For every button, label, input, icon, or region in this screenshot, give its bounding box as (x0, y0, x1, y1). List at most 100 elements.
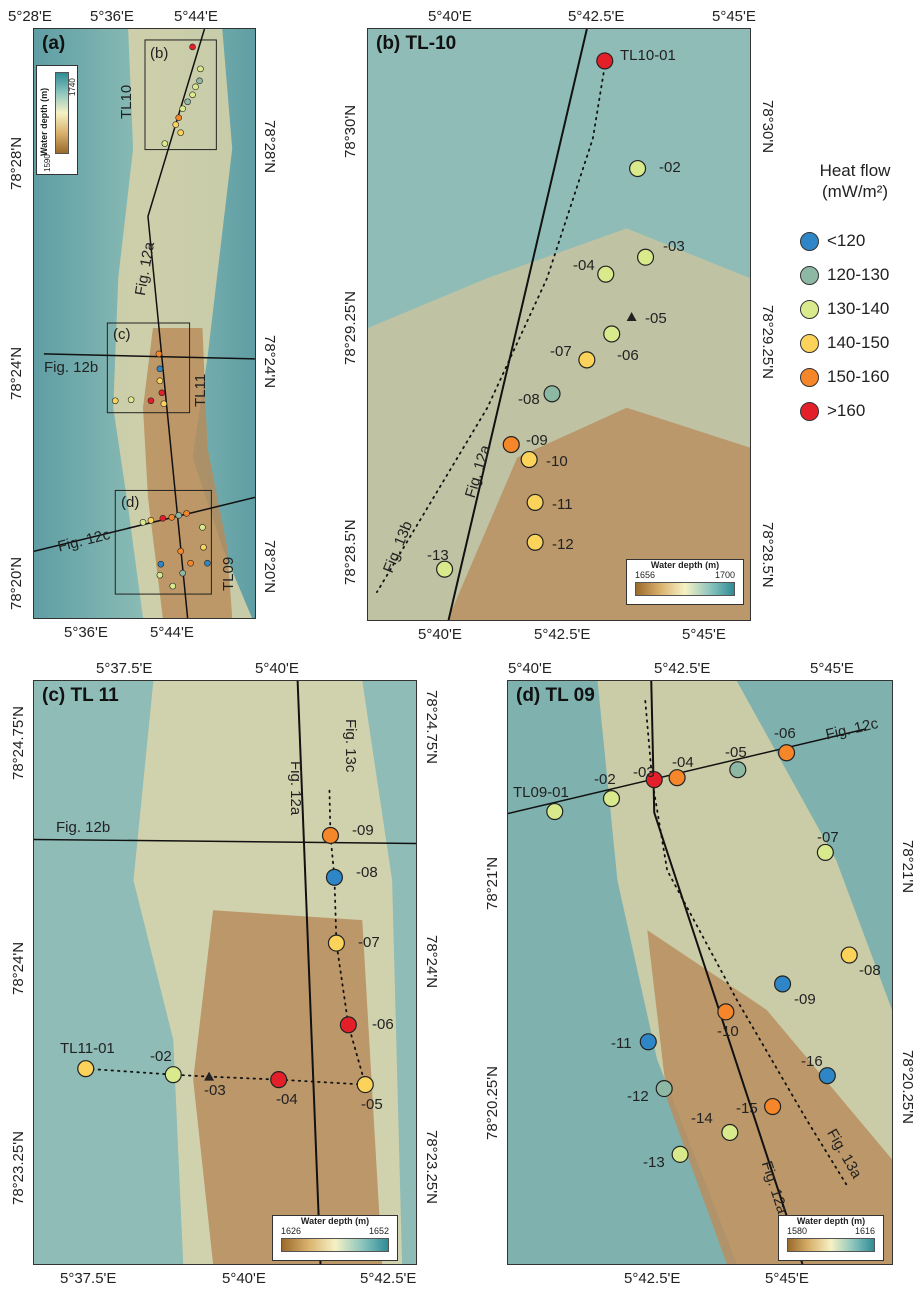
overview-station-marker (147, 397, 155, 405)
station-label: -07 (817, 829, 839, 846)
overview-station-marker (156, 571, 164, 579)
station-label: -07 (358, 934, 380, 951)
station-label: -04 (276, 1091, 298, 1108)
heat-flow-legend: Heat flow (mW/m²) <120 120-130 130-140 140-… (800, 160, 910, 428)
station-marker (597, 265, 615, 283)
b-left-tick-3: 78°28.5'N (342, 519, 359, 585)
station-marker (645, 771, 663, 789)
legend-label: 120-130 (827, 265, 890, 284)
b-bottom-tick-3: 5°45'E (682, 626, 726, 643)
b-depth-max: 1700 (714, 570, 735, 580)
station-marker (321, 826, 340, 845)
station-label: -05 (725, 744, 747, 761)
legend-swatch (800, 333, 819, 353)
overview-station-marker (189, 43, 196, 51)
overview-station-marker (168, 514, 176, 521)
overview-station-marker (159, 515, 167, 522)
d-bottom-tick-2: 5°45'E (765, 1270, 809, 1287)
a-bottom-tick-1: 5°36'E (64, 624, 108, 641)
line-label-fig12b: Fig. 12b (44, 359, 99, 376)
d-right-tick-1: 78°21'N (899, 840, 916, 894)
panel-a-depth-legend: Water depth (m) 1740 1590 (36, 65, 78, 175)
legend-swatch (800, 265, 819, 285)
station-label: -13 (427, 547, 449, 564)
overview-station-marker (177, 129, 184, 136)
station-label: -14 (691, 1110, 713, 1127)
overview-station-marker (175, 512, 182, 519)
station-marker (339, 1016, 357, 1034)
station-label: -13 (643, 1154, 665, 1171)
legend-label: 150-160 (827, 367, 890, 386)
panel-c-title: (c) TL 11 (42, 685, 119, 706)
b-top-tick-3: 5°45'E (712, 8, 756, 25)
c-depth-min: 1626 (281, 1226, 302, 1236)
panel-b-title: (b) TL-10 (376, 33, 457, 54)
station-marker (629, 159, 647, 178)
station-marker (596, 52, 614, 70)
legend-row: 120-130 (800, 258, 910, 292)
line-label-tl11: TL11 (192, 373, 209, 407)
b-left-tick-2: 78°29.25'N (342, 291, 359, 365)
c-left-tick-3: 78°23.25'N (10, 1131, 27, 1205)
overview-station-marker (160, 400, 168, 408)
overview-station-marker (157, 560, 165, 568)
overview-station-marker (177, 547, 184, 555)
station-label: -06 (372, 1016, 394, 1033)
panel-c-depth-legend: Water depth (m) 1626 1652 (272, 1215, 398, 1261)
station-label: TL10-01 (620, 47, 676, 64)
station-marker (816, 843, 834, 861)
line-label-tl09: TL09 (220, 556, 237, 591)
legend-row: 130-140 (800, 292, 910, 326)
overview-station-marker (183, 510, 190, 517)
overview-station-marker (169, 582, 177, 590)
c-top-tick-2: 5°40'E (255, 660, 299, 677)
station-label: -02 (150, 1048, 172, 1065)
station-label: -03 (663, 238, 685, 255)
c-line-label-fig13c: Fig. 13c (342, 719, 359, 773)
a-right-tick-2: 78°24'N (261, 335, 278, 389)
legend-row: 150-160 (800, 360, 910, 394)
legend-label: 140-150 (827, 333, 890, 352)
legend-row: >160 (800, 394, 910, 428)
station-marker (578, 351, 596, 369)
c-bottom-tick-2: 5°40'E (222, 1270, 266, 1287)
station-marker (668, 769, 686, 787)
legend-swatch (800, 367, 819, 387)
b-bottom-tick-2: 5°42.5'E (534, 626, 591, 643)
b-bottom-tick-1: 5°40'E (418, 626, 462, 643)
overview-station-marker (155, 350, 163, 358)
d-top-tick-2: 5°42.5'E (654, 660, 711, 677)
station-marker (764, 1097, 782, 1116)
station-marker (626, 312, 637, 322)
c-bottom-tick-1: 5°37.5'E (60, 1270, 117, 1287)
panel-a-depth-min: 1590 (43, 154, 52, 172)
panel-b-bathymetry (368, 29, 750, 620)
station-marker (502, 436, 520, 454)
station-marker (356, 1076, 374, 1094)
overview-station-marker (204, 559, 211, 567)
c-right-tick-3: 78°23.25'N (423, 1130, 440, 1204)
c-depth-title: Water depth (m) (300, 1216, 370, 1226)
overview-station-marker (179, 569, 186, 577)
overview-station-marker (179, 105, 186, 113)
c-bottom-tick-3: 5°42.5'E (360, 1270, 417, 1287)
c-line-label-fig12b: Fig. 12b (56, 819, 111, 836)
station-marker (327, 934, 345, 952)
station-marker (270, 1071, 288, 1089)
line-label-tl10: TL10 (118, 84, 135, 119)
station-label: -04 (573, 257, 595, 274)
station-label: -08 (356, 864, 378, 881)
a-right-tick-1: 78°28'N (261, 120, 278, 174)
c-depth-max: 1652 (368, 1226, 389, 1236)
a-left-tick-3: 78°20'N (8, 556, 25, 610)
overview-station-marker (156, 365, 164, 373)
overview-station-marker (156, 377, 164, 385)
d-left-tick-2: 78°20.25'N (484, 1066, 501, 1140)
d-right-tick-2: 78°20.25'N (899, 1050, 916, 1124)
station-marker (526, 493, 544, 511)
overview-station-marker (189, 91, 196, 99)
overview-station-marker (147, 517, 155, 524)
station-marker (639, 1033, 657, 1051)
station-label: -16 (801, 1053, 823, 1070)
a-left-tick-1: 78°28'N (8, 136, 25, 190)
